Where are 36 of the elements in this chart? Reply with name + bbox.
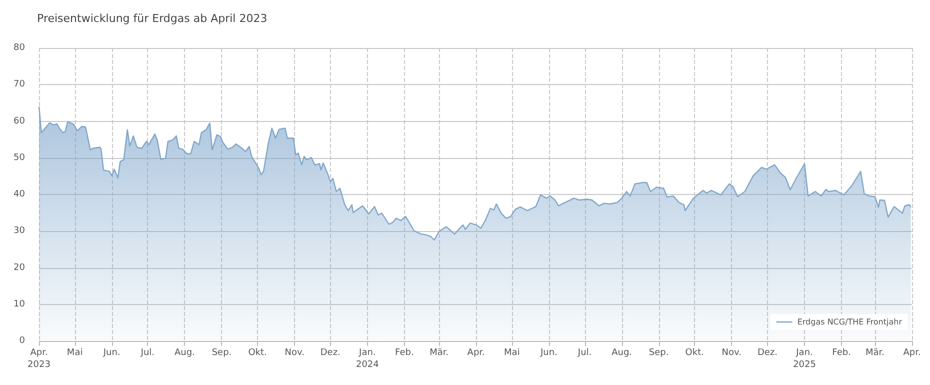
y-tick-label: 60 (14, 116, 26, 126)
x-tick-label: Apr. (903, 348, 921, 358)
x-tick-label: Jun. (539, 348, 558, 358)
x-tick-label: Okt. (248, 348, 267, 358)
chart-title: Preisentwicklung für Erdgas ab April 2023 (37, 12, 268, 25)
x-tick-label: Apr. 2023 (28, 348, 50, 370)
x-tick-label: Jan. 2024 (356, 348, 380, 370)
x-tick-label: Nov. (284, 348, 304, 358)
x-tick-label: Dez. (757, 348, 778, 358)
x-tick-label: Jul. (140, 348, 155, 358)
x-tick-label: Apr. (467, 348, 485, 358)
y-tick-label: 0 (19, 336, 26, 346)
x-tick-label: Mär. (865, 348, 884, 358)
x-tick-label: Mär. (430, 348, 449, 358)
x-tick-label: Jun. (102, 348, 120, 358)
y-tick-label: 10 (14, 299, 26, 310)
x-tick-label: Dez. (320, 348, 340, 358)
x-tick-label: Sep. (212, 348, 232, 358)
x-tick-label: Jan. 2025 (793, 348, 816, 370)
x-tick-label: Aug. (174, 348, 195, 358)
x-tick-label: Jul. (576, 348, 592, 358)
y-tick-label: 50 (14, 152, 26, 163)
y-tick-label: 20 (14, 262, 26, 273)
y-tick-label: 70 (14, 80, 26, 90)
x-tick-label: Aug. (612, 348, 632, 358)
x-tick-label: Mai (504, 348, 520, 358)
y-tick-label: 30 (14, 226, 26, 236)
y-tick-label: 80 (14, 43, 26, 53)
x-tick-label: Nov. (722, 348, 742, 358)
y-tick-label: 40 (14, 190, 26, 200)
x-tick-label: Feb. (832, 348, 851, 358)
x-tick-label: Mai (66, 348, 83, 358)
x-tick-label: Feb. (395, 348, 414, 358)
x-tick-label: Sep. (648, 348, 669, 358)
x-tick-label: Okt. (685, 348, 704, 358)
legend-label: Erdgas NCG/THE Frontjahr (797, 318, 903, 326)
